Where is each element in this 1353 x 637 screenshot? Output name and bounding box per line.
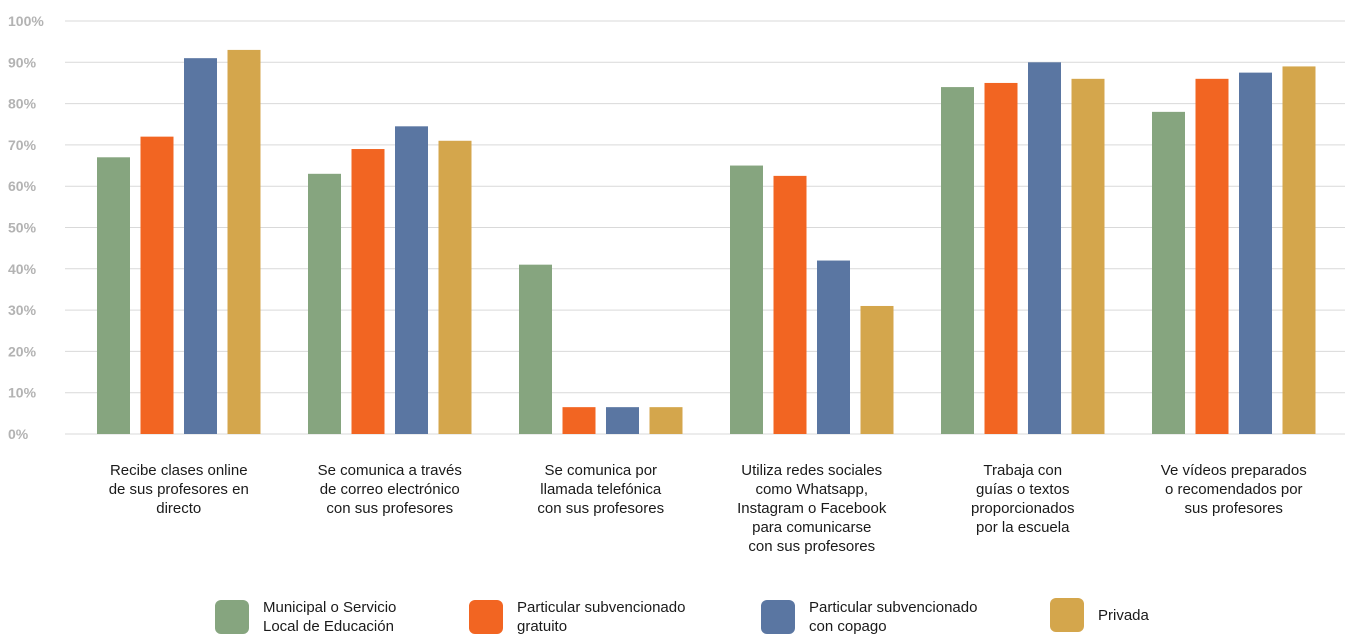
bar [519,264,552,434]
legend-item-privada: Privada [1050,598,1149,632]
bar [140,136,174,434]
bar [184,58,217,435]
bar [1282,66,1316,435]
legend-label: Privada [1098,606,1149,624]
y-tick-label: 50% [8,220,37,236]
bar [730,165,763,435]
bar [606,407,639,434]
gridlines [65,20,1345,435]
x-tick-label: Trabaja con guías o textos proporcionado… [971,462,1075,536]
bar [1239,72,1272,434]
bar [438,140,472,434]
legend-label: Particular subvencionado con copago [809,599,978,635]
legend-item-subvencionado-gratuito: Particular subvencionado gratuito [469,598,685,636]
y-tick-label: 40% [8,261,37,277]
bar [649,407,683,434]
bars [97,49,1316,435]
legend-swatch [215,600,249,634]
x-tick-label: Ve vídeos preparados o recomendados por … [1160,462,1307,517]
y-tick-label: 80% [8,96,37,112]
bar [773,175,807,434]
y-tick-label: 60% [8,178,37,194]
legend-item-municipal: Municipal o Servicio Local de Educación [215,598,396,636]
legend-item-subvencionado-copago: Particular subvencionado con copago [761,598,977,636]
bar-chart: 0% 10% 20% 30% 40% 50% 60% 70% 80% 90% 100% [8,13,1345,442]
y-tick-label: 10% [8,385,37,401]
legend-swatch [469,600,503,634]
x-tick-label: Se comunica por llamada telefónica con s… [537,462,665,517]
y-tick-label: 20% [8,343,37,359]
bar [351,149,385,434]
bar [1195,78,1229,434]
legend-label: Municipal o Servicio Local de Educación [263,599,397,635]
bar [941,87,974,434]
bar [984,82,1018,434]
y-tick-label: 0% [8,426,29,442]
bar [860,305,894,434]
y-tick-label: 30% [8,302,37,318]
bar [97,157,130,435]
legend: Municipal o Servicio Local de Educación … [0,592,1353,637]
y-tick-label: 90% [8,54,37,70]
x-tick-label: Utiliza redes sociales como Whatsapp, In… [737,462,887,555]
x-tick-label: Se comunica a través de correo electróni… [317,462,462,517]
legend-swatch [761,600,795,634]
bar [227,49,261,434]
x-tick-label: Recibe clases online de sus profesores e… [108,462,249,517]
bar [817,260,850,434]
bar [395,126,428,434]
bar [562,407,596,434]
legend-label: Particular subvencionado gratuito [517,599,686,635]
bar [1028,62,1061,435]
y-axis-ticks: 0% 10% 20% 30% 40% 50% 60% 70% 80% 90% 100% [8,13,44,442]
legend-swatch [1050,598,1084,632]
bar [1071,78,1105,434]
bar [308,173,341,434]
y-tick-label: 100% [8,13,44,29]
y-tick-label: 70% [8,137,37,153]
bar [1152,111,1185,435]
